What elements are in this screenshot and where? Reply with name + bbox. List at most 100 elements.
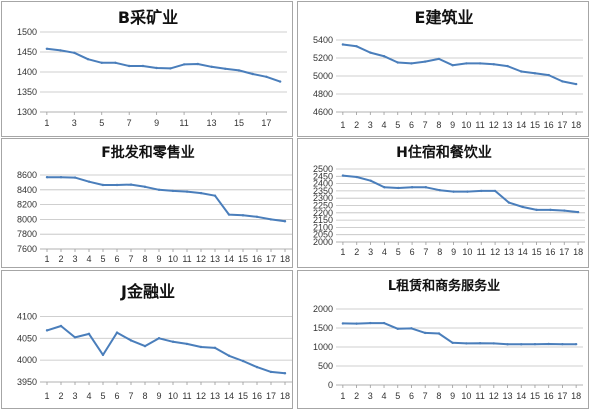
data-point [423, 60, 427, 63]
x-tick-label: 11 [477, 247, 486, 257]
x-tick-label: 11 [179, 118, 188, 128]
x-tick-label: 5 [100, 391, 105, 401]
data-point [143, 344, 147, 348]
x-tick-label: 1 [44, 118, 49, 128]
chart-panel-construction: E建筑业 4600 4800 5000 5200 5400 1 2 3 4 5 6 7 8 9 10 11 12 1… [297, 1, 589, 137]
data-point [341, 174, 345, 177]
y-tick-label: 5400 [313, 35, 333, 45]
data-point [563, 209, 566, 212]
x-tick-label: 3 [72, 391, 77, 401]
x-tick-label: 5 [99, 118, 104, 128]
data-point [269, 370, 273, 374]
y-tick-label: 2150 [313, 215, 333, 225]
chart-panel-accommodation-catering: H住宿和餐饮业 2000 2050 2100 2150 2200 2250 2300 2350 2… [297, 138, 589, 268]
x-tick-label: 16 [544, 120, 554, 130]
chart-title: E建筑业 [415, 8, 474, 27]
x-tick-label: 9 [450, 120, 455, 130]
data-point [451, 341, 454, 345]
data-point [396, 327, 399, 330]
y-tick-label: 500 [318, 361, 333, 371]
y-tick-label: 1500 [313, 323, 333, 333]
data-point [59, 324, 63, 328]
data-point [196, 62, 200, 66]
x-tick-label: 4 [382, 391, 387, 401]
x-tick-label: 14 [518, 247, 528, 257]
data-point [210, 65, 213, 68]
data-point [533, 342, 537, 346]
data-point [269, 218, 273, 221]
x-tick-label: 5 [395, 120, 400, 130]
data-point [355, 175, 358, 179]
data-point [237, 69, 241, 72]
x-tick-label: 17 [266, 391, 276, 401]
x-tick-label: 18 [571, 120, 581, 130]
x-tick-label: 10 [461, 391, 471, 401]
x-tick-label: 15 [238, 254, 248, 264]
x-tick-label: 18 [573, 247, 583, 257]
data-point [199, 191, 203, 195]
data-point [561, 80, 564, 83]
data-point [129, 183, 133, 186]
x-tick-label: 16 [545, 247, 555, 257]
data-point [143, 185, 147, 189]
data-point [157, 188, 161, 191]
x-tick-label: 14 [224, 254, 234, 264]
x-tick-label: 15 [530, 391, 540, 401]
x-tick-label: 6 [114, 391, 119, 401]
y-tick-label: 7800 [17, 229, 37, 239]
y-tick-label: 4050 [17, 333, 37, 343]
data-point [87, 180, 91, 183]
y-tick-label: 8200 [17, 200, 37, 210]
x-tick-label: 17 [557, 391, 567, 401]
x-tick-label: 15 [530, 120, 540, 130]
data-point [101, 353, 105, 357]
x-tick-label: 7 [423, 247, 428, 257]
series-line [342, 43, 577, 86]
chart-panel-mining: B采矿业 1300 1350 1400 1450 1500 1 3 5 7 9 11 13 15 17 [1, 1, 293, 137]
y-tick-label: 2300 [313, 193, 333, 203]
data-point [424, 186, 428, 189]
data-point [576, 210, 580, 214]
chart-title: H住宿和餐饮业 [396, 144, 492, 161]
data-point [507, 201, 511, 204]
x-tick-label: 7 [423, 391, 428, 401]
x-tick-label: 11 [182, 254, 191, 264]
data-point [213, 346, 217, 350]
data-point [265, 75, 268, 79]
data-point [396, 61, 399, 64]
x-tick-label: 6 [410, 247, 415, 257]
y-tick-label: 5000 [313, 71, 333, 81]
data-point [410, 62, 413, 65]
x-tick-label: 4 [382, 247, 387, 257]
data-point [369, 179, 372, 182]
data-point [465, 342, 468, 345]
data-point [157, 337, 161, 340]
data-point [199, 345, 203, 349]
y-tick-label: 1450 [17, 47, 37, 57]
data-point [115, 183, 119, 187]
data-point [438, 188, 441, 192]
x-tick-label: 3 [368, 391, 373, 401]
y-tick-label: 8000 [17, 214, 37, 224]
data-point [533, 72, 537, 75]
data-point [73, 176, 77, 179]
data-point [423, 331, 427, 335]
data-point [410, 327, 413, 330]
data-point [45, 176, 49, 179]
data-point [87, 332, 91, 336]
y-tick-label: 5200 [313, 53, 333, 63]
x-tick-label: 16 [252, 254, 262, 264]
x-tick-label: 16 [252, 391, 262, 401]
data-point [369, 51, 372, 54]
data-point [255, 365, 259, 369]
data-point [185, 190, 189, 193]
data-point [227, 213, 231, 216]
data-point [547, 73, 550, 77]
x-tick-label: 11 [182, 391, 191, 401]
data-point [341, 322, 345, 325]
x-tick-label: 8 [142, 254, 147, 264]
data-point [397, 186, 400, 190]
x-tick-label: 6 [409, 391, 414, 401]
x-tick-label: 3 [72, 254, 77, 264]
